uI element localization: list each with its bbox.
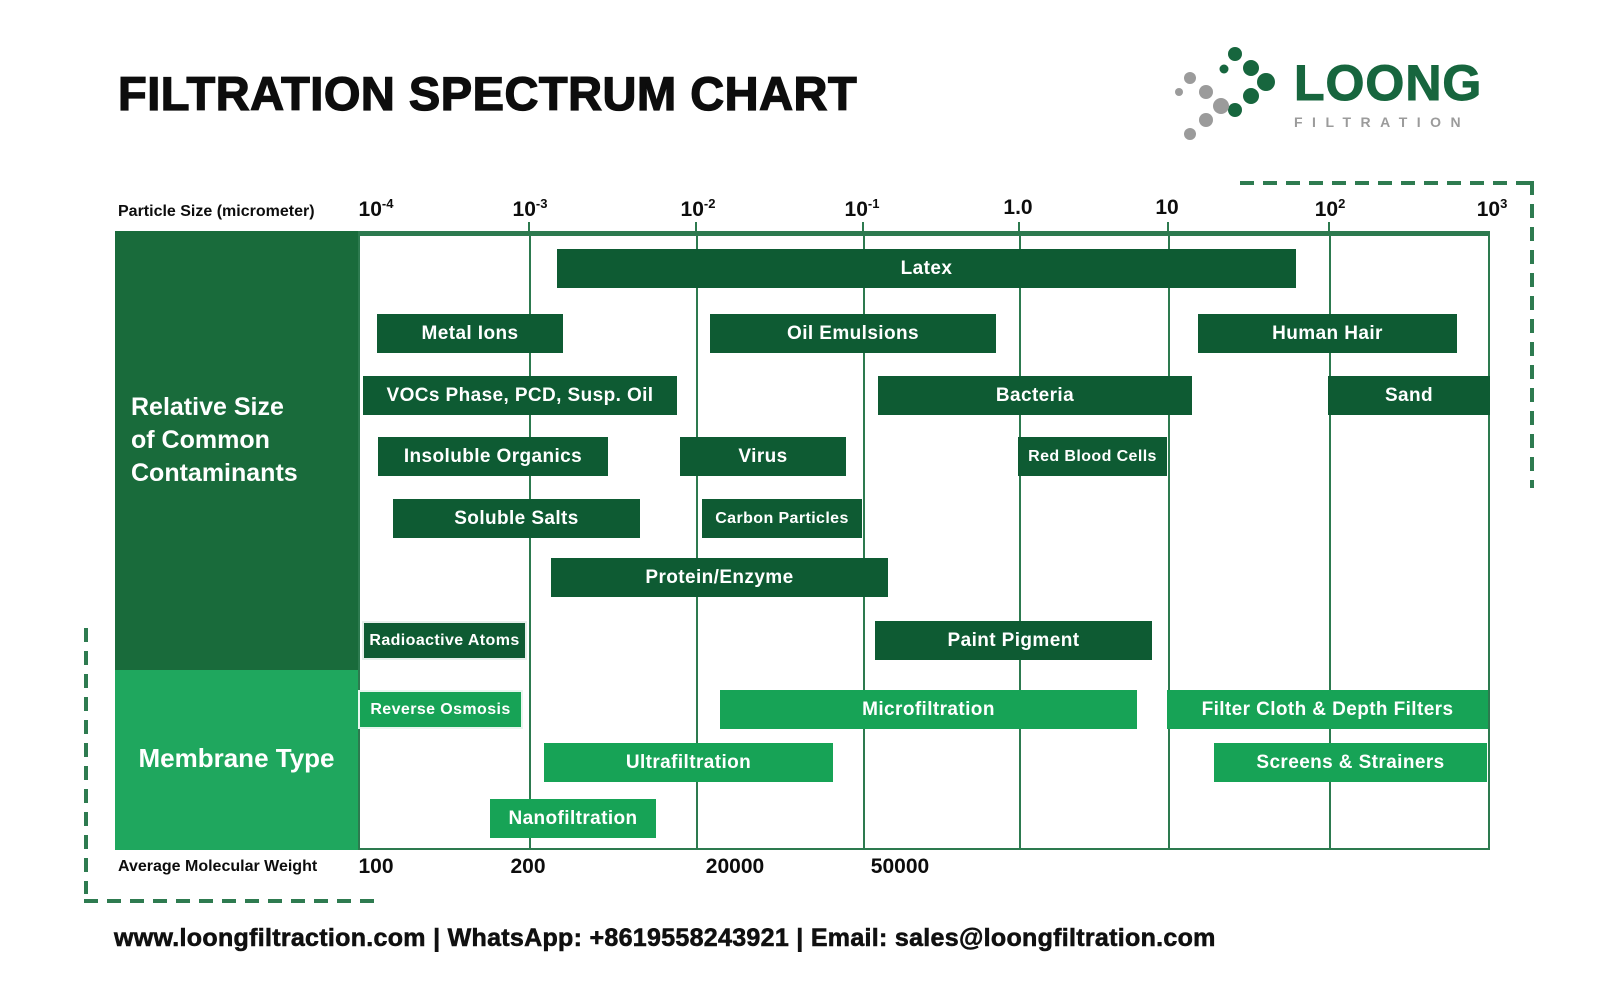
sidebar-membrane: Membrane Type [115,670,358,850]
logo: LOONG FILTRATION [1172,38,1512,150]
top-axis-tick-mark [528,222,530,231]
gridline [1329,233,1331,848]
bar-latex: Latex [557,249,1296,288]
bar-ultrafiltration: Ultrafiltration [544,743,833,782]
bar-oil-emulsions: Oil Emulsions [710,314,996,353]
logo-text: LOONG FILTRATION [1293,55,1483,131]
decor-dashed-bottom-left-vertical [84,628,88,894]
bar-nanofiltration: Nanofiltration [490,799,656,838]
bar-protein-enzyme: Protein/Enzyme [551,558,888,597]
top-axis-tick-mark [1328,222,1330,231]
bar-red-blood-cells: Red Blood Cells [1018,437,1167,476]
gridline [529,233,531,848]
bar-microfiltration: Microfiltration [720,690,1137,729]
top-axis-caption: Particle Size (micrometer) [118,203,315,220]
tick-label-10-2: 10-2 [680,196,716,221]
gridline [696,233,698,848]
page-title: FILTRATION SPECTRUM CHART [117,66,858,120]
tick-label-10: 10 [1155,196,1179,219]
plot-area: Latex Metal Ions Oil Emulsions Human Hair VO… [358,231,1490,850]
bar-vocs-phase-pcd-susp-oil: VOCs Phase, PCD, Susp. Oil [363,376,677,415]
top-axis-tick-mark [1167,222,1169,231]
decor-dashed-top-right-vertical [1530,181,1534,488]
decor-dashed-top-right-horizontal [1240,181,1532,185]
bar-paint-pigment: Paint Pigment [875,621,1152,660]
top-axis-tick-mark [695,222,697,231]
bar-reverse-osmosis: Reverse Osmosis [358,690,523,729]
sidebar-contaminants-label: Relative Size of Common Contaminants [131,393,298,487]
tick-label-20000: 20000 [705,855,765,878]
bar-metal-ions: Metal Ions [377,314,563,353]
tick-label-10-3: 10-3 [512,196,548,221]
bar-screens-strainers: Screens & Strainers [1214,743,1487,782]
gridline [1019,233,1021,848]
decor-dashed-bottom-left-horizontal [84,899,380,903]
top-axis-tick-mark [862,222,864,231]
top-axis-tick-mark [1018,222,1020,231]
bar-filter-cloth-depth-filters: Filter Cloth & Depth Filters [1167,690,1488,729]
bar-soluble-salts: Soluble Salts [393,499,640,538]
bar-virus: Virus [680,437,846,476]
bar-insoluble-organics: Insoluble Organics [378,437,608,476]
bar-human-hair: Human Hair [1198,314,1457,353]
bar-sand: Sand [1328,376,1490,415]
gridline [863,233,865,848]
tick-label-10-4: 10-4 [358,196,394,221]
bar-bacteria: Bacteria [878,376,1192,415]
logo-subtitle: FILTRATION [1294,114,1471,130]
sidebar-membrane-label: Membrane Type [138,743,335,773]
footer-contact: www.loongfiltraction.com | WhatsApp: +86… [114,924,1216,953]
bar-radioactive-atoms: Radioactive Atoms [362,621,527,660]
gridline [1168,233,1170,848]
tick-label-10-1: 10-1 [844,196,880,221]
tick-label-200: 200 [510,855,546,878]
tick-label-102: 102 [1314,196,1346,221]
tick-label-50000: 50000 [870,855,930,878]
tick-label-103: 103 [1476,196,1508,221]
bottom-axis-caption: Average Molecular Weight [118,858,318,875]
tick-label-100: 100 [358,855,394,878]
tick-label-1-0: 1.0 [1003,196,1033,219]
bar-carbon-particles: Carbon Particles [702,499,862,538]
logo-name: LOONG [1293,55,1483,111]
sidebar-contaminants: Relative Size of Common Contaminants [115,231,358,670]
section-divider-line [360,233,1488,236]
logo-mark [1175,47,1275,140]
